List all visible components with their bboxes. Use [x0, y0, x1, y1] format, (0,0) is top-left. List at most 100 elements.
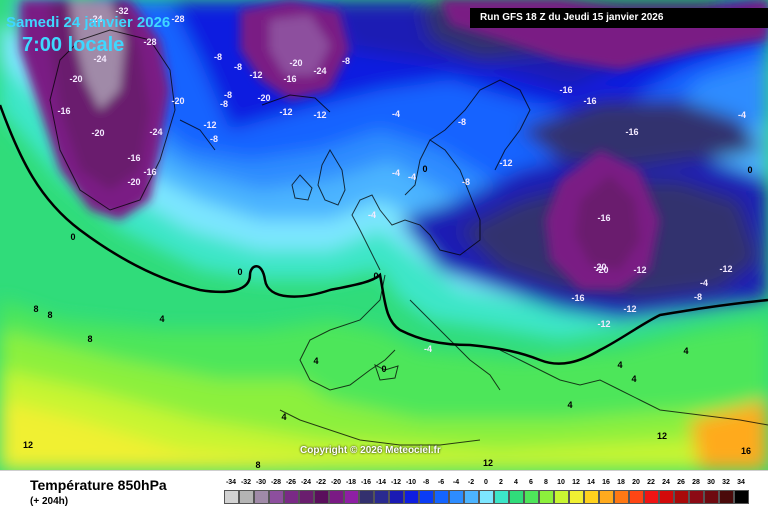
- scale-swatch: [719, 490, 734, 504]
- isotherm-label: 4: [313, 356, 318, 366]
- legend-subtitle: (+ 204h): [30, 496, 69, 507]
- isotherm-label: -4: [392, 109, 400, 119]
- isotherm-label: -12: [313, 110, 326, 120]
- scale-label: -14: [375, 479, 387, 486]
- scale-label: -8: [422, 479, 430, 486]
- isotherm-label: -20: [595, 265, 608, 275]
- scale-swatch: [584, 490, 599, 504]
- isotherm-label: -24: [89, 14, 102, 24]
- isotherm-label: 4: [567, 400, 572, 410]
- scale-label: -28: [270, 479, 282, 486]
- scale-swatch: [614, 490, 629, 504]
- temperature-map: -24 -32 -28 -28 -20 -16 -20 -24 -16 -20 -16 -24 -20-…: [0, 0, 768, 470]
- forecast-date: Samedi 24 janvier 2026: [6, 14, 171, 31]
- scale-swatch: [509, 490, 524, 504]
- scale-label: 16: [602, 479, 610, 486]
- scale-label: 12: [572, 479, 580, 486]
- isotherm-label: -8: [694, 292, 702, 302]
- isotherm-label: -20: [127, 177, 140, 187]
- scale-swatch: [269, 490, 284, 504]
- scale-swatch: [299, 490, 314, 504]
- isotherm-label: -20: [91, 128, 104, 138]
- scale-label: 32: [722, 479, 730, 486]
- scale-swatch: [314, 490, 329, 504]
- isotherm-label: -8: [224, 90, 232, 100]
- scale-swatch: [599, 490, 614, 504]
- isotherm-label: -8: [458, 117, 466, 127]
- scale-swatch: [239, 490, 254, 504]
- scale-swatch: [449, 490, 464, 504]
- scale-label: -12: [390, 479, 402, 486]
- isotherm-label: -8: [220, 99, 228, 109]
- isotherm-label: -16: [57, 106, 70, 116]
- isotherm-label: -12: [249, 70, 262, 80]
- isotherm-labels: -24-32-28-28-20-16-20-24-16-20-16-24-20-…: [23, 6, 753, 470]
- isotherm-label: 12: [657, 431, 667, 441]
- isotherm-label: -20: [289, 58, 302, 68]
- isotherm-label: 12: [483, 458, 493, 468]
- scale-swatch: [494, 490, 509, 504]
- isotherm-label: -24: [149, 127, 162, 137]
- scale-label: 0: [484, 479, 488, 486]
- scale-label: -10: [405, 479, 417, 486]
- isotherm-label: -12: [203, 120, 216, 130]
- scale-swatch: [539, 490, 554, 504]
- scale-label: 2: [499, 479, 503, 486]
- isotherm-label: -20: [69, 74, 82, 84]
- scale-swatch: [404, 490, 419, 504]
- scale-swatch: [734, 490, 749, 504]
- isotherm-label: 4: [281, 412, 286, 422]
- isotherm-label: 0: [747, 165, 752, 175]
- forecast-time: 7:00 locale: [22, 34, 125, 56]
- scale-label: 10: [557, 479, 565, 486]
- isotherm-label: 0: [70, 232, 75, 242]
- scale-swatch: [344, 490, 359, 504]
- isotherm-label: 0: [381, 364, 386, 374]
- copyright-text: Copyright © 2026 Meteociel.fr: [300, 445, 441, 456]
- isotherm-label: 4: [617, 360, 622, 370]
- isotherm-label: -16: [143, 167, 156, 177]
- isotherm-label: -12: [623, 304, 636, 314]
- scale-label: 26: [677, 479, 685, 486]
- scale-swatch: [329, 490, 344, 504]
- isotherm-label: -16: [127, 153, 140, 163]
- isotherm-label: -12: [633, 265, 646, 275]
- scale-label: -30: [255, 479, 267, 486]
- scale-label: -18: [345, 479, 357, 486]
- scale-swatch: [569, 490, 584, 504]
- scale-swatch: [524, 490, 539, 504]
- zero-degree-isotherm: [0, 104, 768, 365]
- isotherm-label: -16: [571, 293, 584, 303]
- isotherm-label: 8: [47, 310, 52, 320]
- scale-swatch: [629, 490, 644, 504]
- isotherm-label: 4: [159, 314, 164, 324]
- isotherm-label: 8: [87, 334, 92, 344]
- scale-label: -34: [225, 479, 237, 486]
- isotherm-label: 0: [237, 267, 242, 277]
- isotherm-label: -8: [234, 62, 242, 72]
- isotherm-label: -16: [283, 74, 296, 84]
- isotherm-label: -8: [214, 52, 222, 62]
- scale-label: -22: [315, 479, 327, 486]
- coastlines: [49, 29, 768, 446]
- scale-swatch: [389, 490, 404, 504]
- scale-label: 14: [587, 479, 595, 486]
- isotherm-label: -4: [700, 278, 708, 288]
- isotherm-label: -4: [392, 168, 400, 178]
- isotherm-label: -4: [368, 210, 376, 220]
- isotherm-label: -8: [342, 56, 350, 66]
- scale-swatch: [704, 490, 719, 504]
- isotherm-label: -20: [593, 262, 606, 272]
- scale-swatch: [464, 490, 479, 504]
- scale-swatch: [674, 490, 689, 504]
- scale-label: 4: [514, 479, 518, 486]
- isotherm-label: -32: [115, 6, 128, 16]
- cold-cores: [20, 0, 768, 290]
- scale-label: -16: [360, 479, 372, 486]
- isotherm-label: -24: [313, 66, 326, 76]
- scale-label: 6: [529, 479, 533, 486]
- scale-label: 30: [707, 479, 715, 486]
- scale-label: -20: [330, 479, 342, 486]
- scale-swatch: [359, 490, 374, 504]
- isotherm-label: 0: [422, 164, 427, 174]
